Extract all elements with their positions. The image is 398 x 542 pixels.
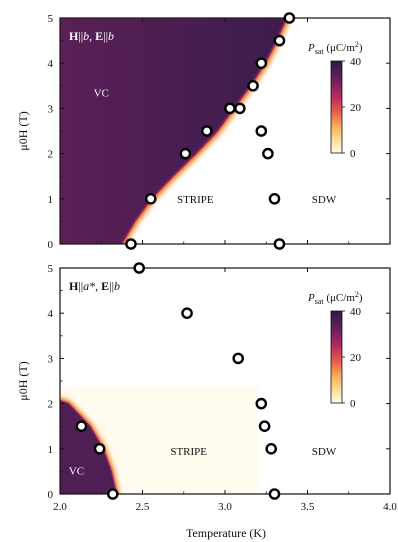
data-point xyxy=(181,307,193,320)
data-point xyxy=(255,57,268,70)
y-tick-label: 0 xyxy=(48,489,54,501)
colorbar xyxy=(330,310,343,404)
data-point xyxy=(125,238,137,250)
polarization-heatmap xyxy=(60,385,258,494)
y-tick-label: 1 xyxy=(48,444,54,456)
y-tick-label: 2 xyxy=(48,149,54,161)
colorbar-label: Psat (μC/m2) xyxy=(307,40,363,56)
region-label-stripe: STRIPE xyxy=(177,194,214,206)
data-point xyxy=(144,192,157,205)
y-tick-label: 3 xyxy=(48,103,54,115)
y-axis-label: μ0H (T) xyxy=(16,361,30,400)
region-label-sdw: SDW xyxy=(312,194,337,206)
region-label-sdw: SDW xyxy=(312,446,337,458)
x-tick-label: 4.0 xyxy=(383,501,397,513)
data-point xyxy=(283,12,296,24)
y-axis-label: μ0H (T) xyxy=(16,111,30,150)
data-point xyxy=(107,488,119,500)
y-tick-label: 0 xyxy=(48,239,54,251)
x-axis-label: Temperature (K) xyxy=(186,526,266,540)
data-point xyxy=(255,397,268,410)
y-tick-label: 5 xyxy=(48,263,54,275)
data-point xyxy=(232,352,244,365)
top-panel: 0 1 2 3 4 5 μ0H (T) H||b, E||b VC STRIPE SDW 40 20 0 P… xyxy=(16,12,391,251)
data-point xyxy=(268,192,281,205)
colorbar-tick-label: 20 xyxy=(350,352,362,364)
colorbar-tick-label: 20 xyxy=(350,102,362,114)
y-tick-label: 1 xyxy=(48,194,54,206)
data-point xyxy=(268,488,281,500)
panel-title: H||a*, E||b xyxy=(69,279,120,293)
data-point xyxy=(234,102,246,115)
data-point xyxy=(273,238,286,250)
data-point xyxy=(258,420,271,433)
x-tick-label: 3.0 xyxy=(218,501,232,513)
x-tick-label: 2.0 xyxy=(53,501,67,513)
region-label-vc: VC xyxy=(94,88,109,100)
region-label-vc: VC xyxy=(69,465,84,477)
polarization-heatmap xyxy=(60,18,292,244)
y-tick-label: 4 xyxy=(48,58,54,70)
data-point xyxy=(93,442,106,455)
y-tick-label: 3 xyxy=(48,353,54,365)
colorbar-label: Psat (μC/m2) xyxy=(307,290,363,306)
bottom-panel: 0 1 2 3 4 5 2.0 2.5 3.0 3.5 4.0 μ0H (T) H||a*, E||b V… xyxy=(16,262,397,513)
colorbar xyxy=(330,60,343,154)
region-label-stripe: STRIPE xyxy=(170,446,207,458)
data-point xyxy=(179,147,192,160)
y-tick-label: 4 xyxy=(48,308,54,320)
data-point xyxy=(265,442,278,455)
colorbar-tick-label: 0 xyxy=(350,148,356,160)
data-point xyxy=(262,147,274,160)
colorbar-tick-label: 0 xyxy=(350,398,356,410)
panel-title: H||b, E||b xyxy=(69,29,114,43)
x-tick-label: 3.5 xyxy=(301,501,315,513)
x-tick-label: 2.5 xyxy=(136,501,150,513)
y-tick-label: 5 xyxy=(48,13,54,25)
colorbar-tick-label: 40 xyxy=(350,56,362,68)
data-point xyxy=(247,80,259,92)
data-point xyxy=(224,102,236,115)
data-point xyxy=(133,262,145,274)
data-points xyxy=(125,12,296,250)
colorbar-tick-label: 40 xyxy=(350,306,362,318)
data-points xyxy=(75,262,281,500)
data-point xyxy=(255,125,268,137)
data-point xyxy=(75,420,88,433)
data-point xyxy=(201,125,213,137)
data-point xyxy=(273,34,286,47)
y-tick-label: 2 xyxy=(48,399,54,411)
